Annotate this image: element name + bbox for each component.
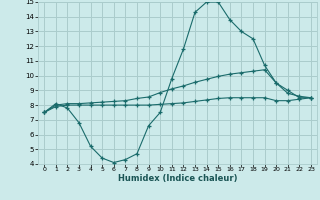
X-axis label: Humidex (Indice chaleur): Humidex (Indice chaleur) [118, 174, 237, 183]
